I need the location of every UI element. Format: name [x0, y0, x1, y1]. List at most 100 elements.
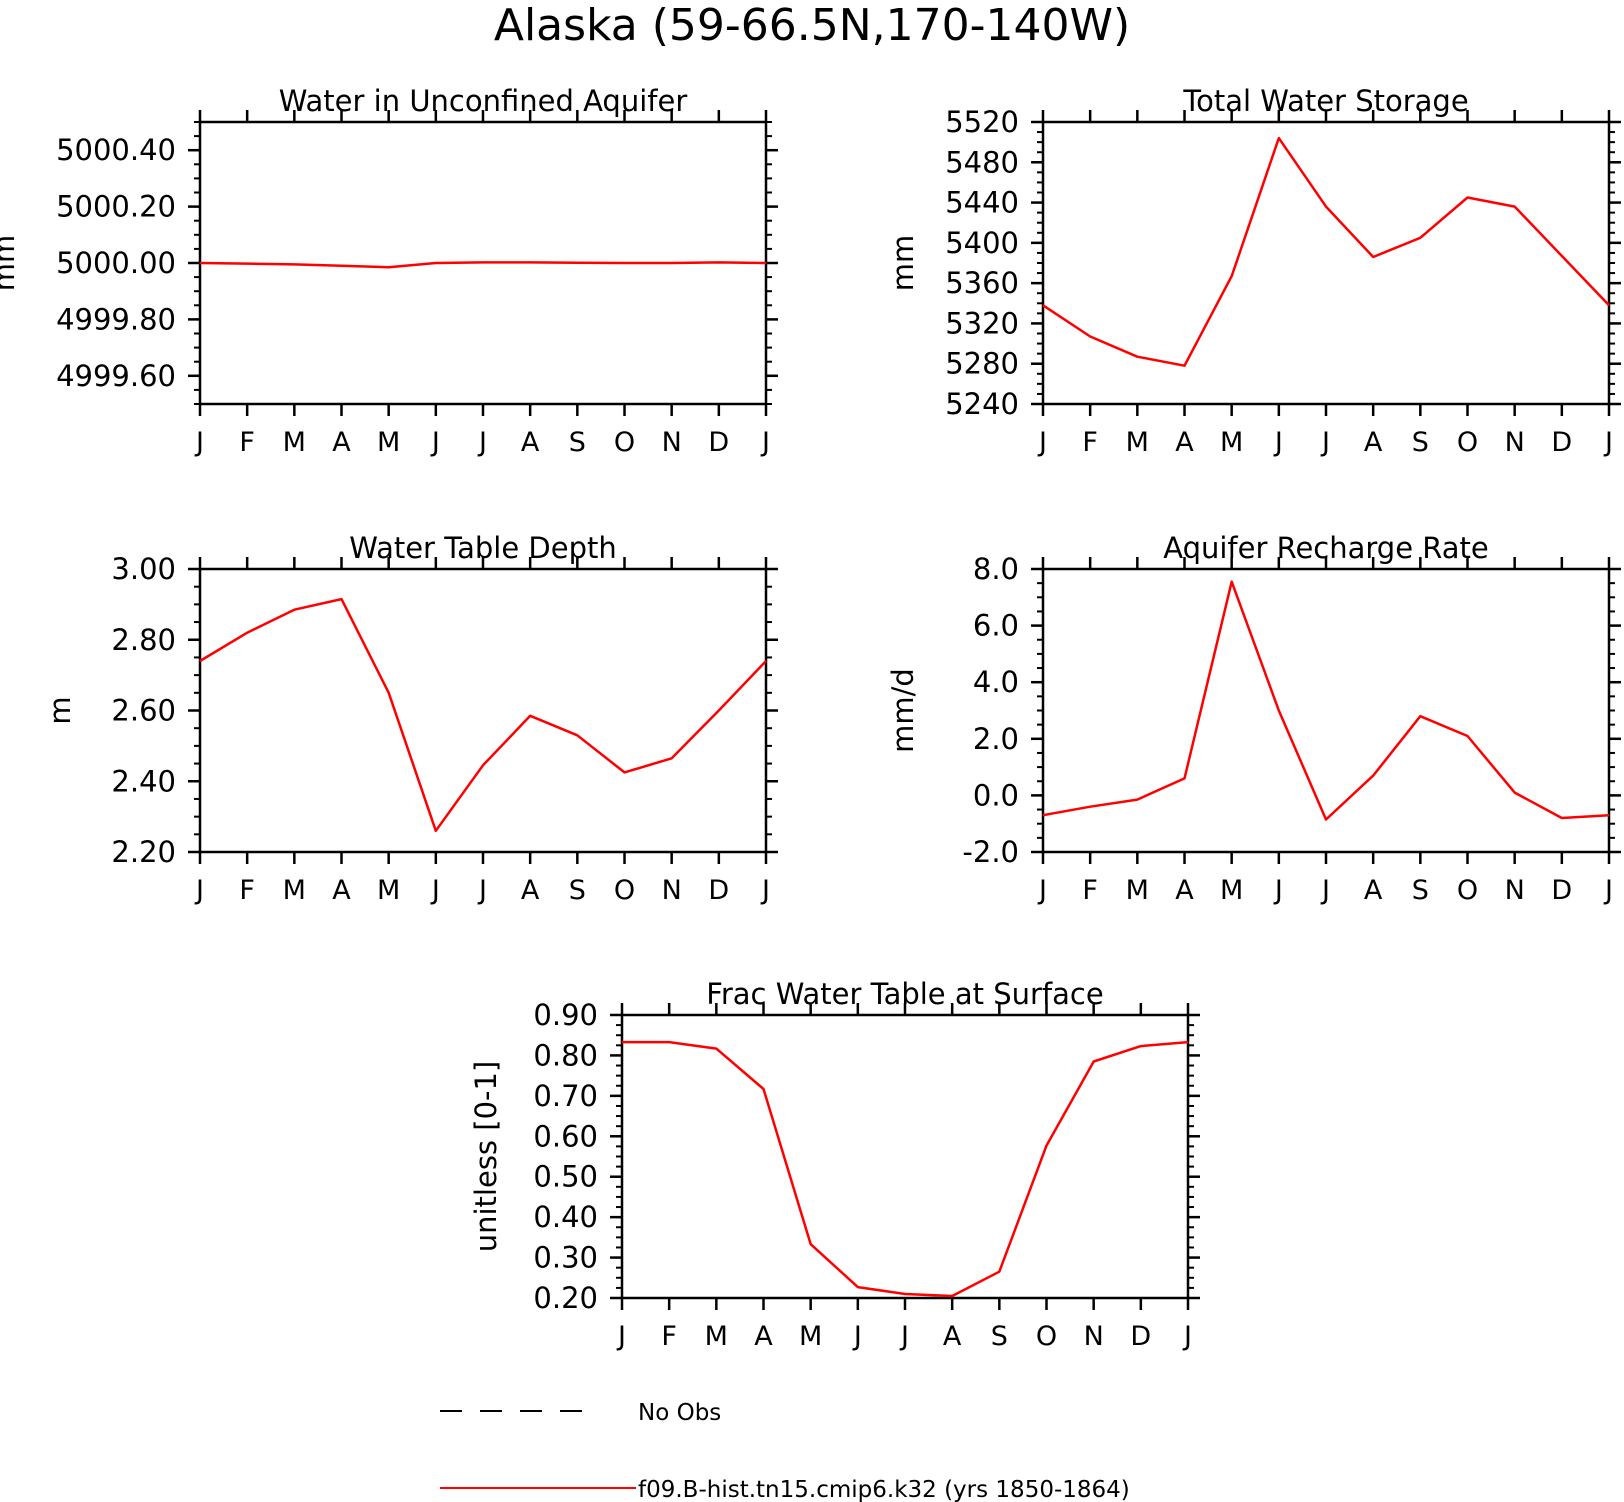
data-point: [199, 262, 201, 264]
x-tick-label: D: [1551, 427, 1572, 458]
x-tick-label: S: [991, 1321, 1008, 1352]
x-tick-label: A: [332, 875, 351, 906]
data-point: [1419, 715, 1421, 717]
y-tick-label: 0.0: [973, 778, 1019, 812]
data-point: [1046, 1145, 1047, 1147]
series-line: [622, 1040, 1189, 1298]
x-tick-label: N: [1505, 427, 1525, 458]
x-tick-label: O: [1457, 427, 1478, 458]
y-tick-label: 6.0: [973, 609, 1019, 643]
x-tick-label: A: [1175, 427, 1194, 458]
data-point: [246, 632, 248, 634]
data-point: [1561, 817, 1563, 819]
data-point: [482, 261, 484, 263]
x-tick-label: M: [1126, 875, 1149, 906]
x-tick-label: O: [614, 875, 635, 906]
data-point: [1042, 304, 1044, 306]
y-tick-label: 2.60: [111, 694, 176, 728]
data-point: [1042, 814, 1044, 816]
y-tick-label: 5000.00: [56, 246, 176, 280]
x-tick-label: J: [616, 1321, 626, 1352]
x-tick-label: J: [1037, 427, 1047, 458]
x-tick-label: O: [1036, 1321, 1057, 1352]
data-point: [341, 598, 342, 600]
x-tick-label: D: [708, 875, 729, 906]
data-point: [1184, 777, 1185, 779]
data-point: [624, 262, 625, 264]
x-tick-label: S: [1412, 427, 1429, 458]
y-tick-label: -2.0: [962, 835, 1019, 869]
x-tick-label: M: [1220, 427, 1243, 458]
x-tick-label: F: [1082, 875, 1098, 906]
series-line: [199, 261, 767, 269]
x-tick-label: N: [662, 875, 682, 906]
data-point: [671, 757, 673, 759]
y-tick-label: 0.20: [533, 1281, 598, 1315]
x-tick-label: S: [1412, 875, 1429, 906]
y-axis-label: mm/d: [886, 668, 920, 753]
x-tick-label: A: [521, 427, 540, 458]
figure-title: Alaska (59-66.5N,170-140W): [494, 0, 1130, 51]
y-tick-label: 3.00: [111, 552, 176, 586]
data-point: [763, 1088, 764, 1090]
x-tick-label: J: [1273, 875, 1283, 906]
data-point: [718, 261, 720, 263]
x-tick-label: M: [1220, 875, 1243, 906]
y-tick-label: 5240: [945, 387, 1019, 421]
x-tick-label: S: [569, 427, 586, 458]
data-point: [1608, 304, 1610, 306]
data-point: [1136, 799, 1138, 801]
data-point: [1325, 818, 1327, 820]
chart-panels: Water in Unconfined Aquifermm4999.604999…: [0, 84, 1621, 1352]
data-point: [1608, 814, 1610, 816]
data-point: [529, 261, 531, 263]
legend-obs-label: No Obs: [638, 1400, 721, 1426]
x-tick-label: J: [194, 427, 204, 458]
x-tick-label: A: [754, 1321, 773, 1352]
data-point: [388, 266, 390, 268]
y-tick-label: 0.30: [533, 1241, 598, 1275]
x-tick-label: F: [239, 427, 255, 458]
y-axis-label: m: [43, 696, 77, 724]
data-point: [1278, 137, 1280, 139]
y-tick-label: 0.60: [533, 1119, 598, 1153]
plot-frame: [198, 567, 768, 854]
x-tick-label: J: [1320, 875, 1330, 906]
data-point: [1419, 237, 1421, 239]
x-tick-label: M: [1126, 427, 1149, 458]
data-point: [388, 692, 390, 694]
plot-frame: [1041, 120, 1611, 406]
x-tick-label: N: [662, 427, 682, 458]
data-point: [1093, 1060, 1095, 1062]
data-point: [668, 1041, 670, 1043]
data-point: [1089, 806, 1091, 808]
x-tick-label: J: [430, 427, 440, 458]
y-tick-label: 0.80: [533, 1038, 598, 1072]
x-tick-label: D: [708, 427, 729, 458]
data-point: [1467, 735, 1468, 737]
x-tick-label: N: [1505, 875, 1525, 906]
data-point: [765, 660, 767, 662]
data-point: [1231, 581, 1233, 583]
y-tick-label: 4999.80: [56, 302, 176, 336]
data-point: [1231, 275, 1233, 277]
data-point: [1514, 792, 1516, 794]
y-tick-label: 0.70: [533, 1079, 598, 1113]
x-tick-label: A: [521, 875, 540, 906]
x-tick-label: D: [1130, 1321, 1151, 1352]
y-tick-label: 5440: [945, 186, 1019, 220]
x-tick-label: A: [1364, 427, 1383, 458]
y-tick-label: 5280: [945, 347, 1019, 381]
data-point: [576, 262, 578, 264]
series-line: [1042, 580, 1610, 821]
y-tick-label: 5360: [945, 266, 1019, 300]
data-point: [621, 1041, 623, 1043]
data-point: [715, 1048, 717, 1050]
series-line: [199, 597, 767, 833]
data-point: [199, 660, 201, 662]
y-tick-label: 0.50: [533, 1160, 598, 1194]
x-tick-label: J: [760, 427, 770, 458]
x-tick-label: A: [332, 427, 351, 458]
data-point: [951, 1295, 953, 1297]
